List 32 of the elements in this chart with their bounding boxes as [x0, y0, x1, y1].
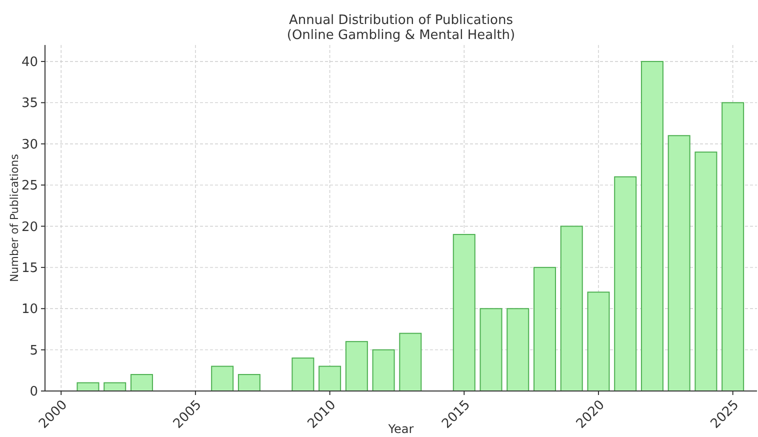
bar — [694, 152, 718, 392]
bar — [668, 135, 690, 392]
x-axis-title: Year — [387, 422, 414, 436]
bar — [399, 332, 422, 392]
y-tick-label: 25 — [21, 178, 38, 194]
bar — [480, 308, 502, 392]
bar — [292, 358, 314, 392]
chart-subtitle: (Online Gambling & Mental Health) — [286, 28, 516, 43]
y-axis-title: Number of Publications — [8, 154, 21, 282]
bar — [560, 226, 583, 392]
bar — [722, 102, 744, 392]
y-tick-label: 5 — [30, 343, 38, 358]
y-tick-label: 20 — [21, 220, 38, 235]
y-tick-label: 35 — [21, 96, 38, 112]
bar — [506, 308, 530, 392]
bar — [238, 374, 260, 392]
bar — [587, 292, 610, 392]
bar — [130, 374, 153, 392]
y-tick-label: 10 — [21, 302, 38, 318]
chart-title: Annual Distribution of Publications — [288, 13, 514, 28]
bar — [452, 234, 476, 392]
y-tick-label: 40 — [21, 55, 38, 70]
y-tick-label: 0 — [30, 384, 38, 400]
bar — [372, 349, 395, 392]
y-tick-label: 15 — [21, 260, 38, 276]
bar — [640, 60, 664, 392]
bar — [211, 366, 234, 392]
bar — [614, 176, 637, 392]
bar — [533, 266, 556, 392]
y-tick-label: 30 — [21, 137, 38, 152]
bar — [318, 366, 342, 392]
bar — [345, 341, 368, 392]
